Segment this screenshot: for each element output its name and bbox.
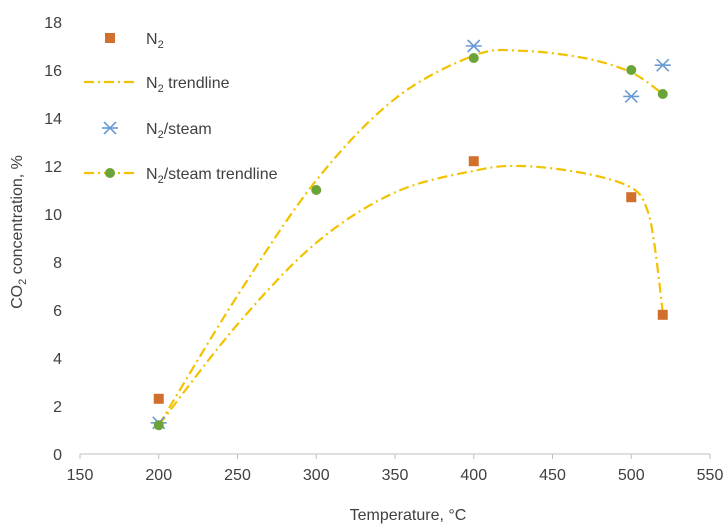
- data-point-series-4: [657, 89, 668, 99]
- legend-label: N2/steam trendline: [146, 166, 278, 186]
- data-point-series-4: [153, 420, 164, 431]
- data-point-series-4: [311, 185, 322, 195]
- axes: 150 200 250 300 350 400 450 500 550 0 2 4 6 8 10 12 14 16…: [44, 15, 723, 484]
- y-tick-label: 4: [53, 351, 62, 368]
- data-point-series-0: [153, 393, 164, 404]
- data-point-series-4: [626, 65, 637, 75]
- legend-symbol: [84, 168, 136, 178]
- data-point-series-0: [626, 192, 637, 203]
- trendline-series-1: [157, 164, 664, 426]
- legend: N2 N2 trendline N2/steam N2/steam trendline: [84, 31, 278, 186]
- x-tick-label: 450: [539, 467, 566, 484]
- legend-label: N2: [146, 31, 164, 51]
- data-point-series-2: [654, 58, 671, 72]
- x-tick-label: 550: [697, 467, 724, 484]
- legend-symbol: [102, 121, 118, 135]
- x-tick-label: 300: [303, 467, 330, 484]
- data-point-series-4: [468, 53, 479, 63]
- legend-symbol: [105, 33, 115, 43]
- trendline-series-3: [157, 48, 664, 426]
- y-tick-label: 18: [44, 15, 62, 32]
- y-tick-label: 0: [53, 447, 62, 464]
- legend-marker: [105, 168, 115, 178]
- data-point-series-2: [623, 89, 640, 103]
- x-tick-label: 250: [224, 467, 251, 484]
- data-point-series-0: [468, 156, 479, 167]
- y-tick-label: 10: [44, 207, 62, 224]
- y-axis-title: CO2 concentration, %: [9, 155, 29, 309]
- x-tick-label: 350: [382, 467, 409, 484]
- x-tick-label: 150: [67, 467, 94, 484]
- data-point-series-0: [657, 309, 668, 320]
- legend-label: N2 trendline: [146, 75, 230, 95]
- y-tick-label: 14: [44, 111, 62, 128]
- x-tick-label: 500: [618, 467, 645, 484]
- trendlines: [157, 48, 664, 426]
- x-tick-label: 400: [460, 467, 487, 484]
- data-markers: [150, 39, 671, 431]
- y-tick-label: 2: [53, 399, 62, 416]
- legend-marker: [105, 33, 115, 43]
- y-tick-label: 8: [53, 255, 62, 272]
- data-point-series-2: [465, 39, 482, 53]
- y-tick-label: 6: [53, 303, 62, 320]
- legend-marker: [102, 121, 118, 135]
- y-tick-label: 12: [44, 159, 62, 176]
- y-tick-label: 16: [44, 63, 62, 80]
- legend-label: N2/steam: [146, 121, 212, 141]
- x-tick-label: 200: [145, 467, 172, 484]
- x-axis-title: Temperature, °C: [350, 507, 467, 524]
